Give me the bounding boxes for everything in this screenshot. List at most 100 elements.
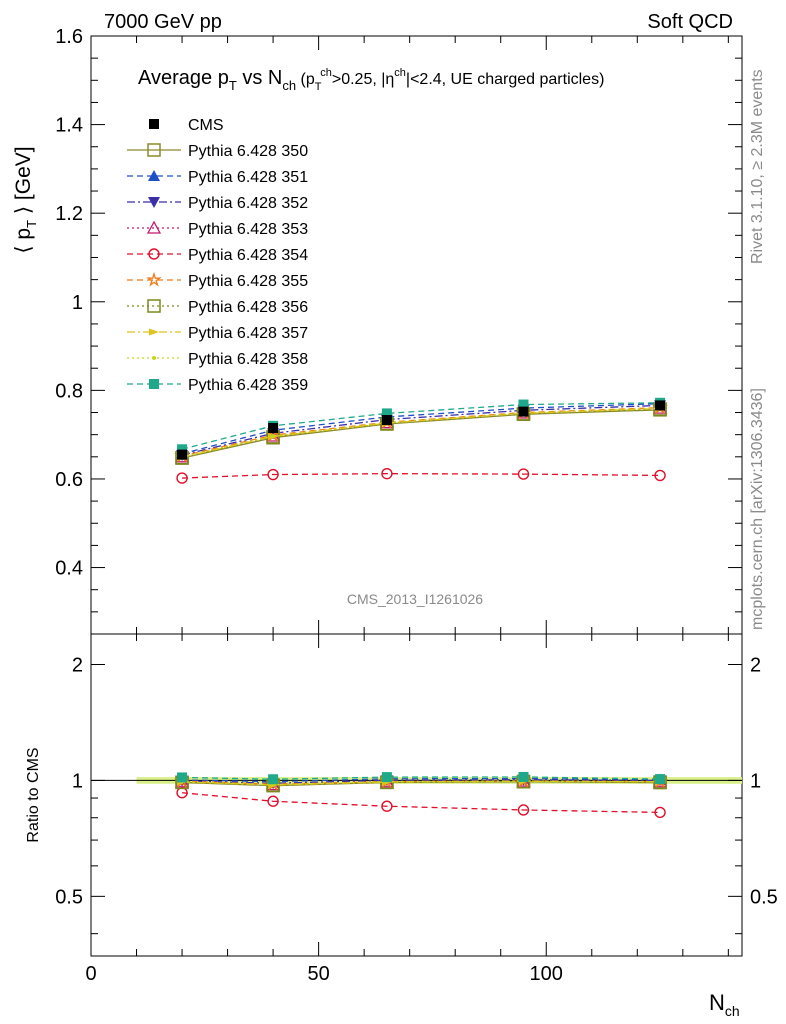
plot-title: Average pT vs Nch (pTch>0.25, |ηch|<2.4,… [138, 67, 604, 93]
series-line [182, 780, 661, 786]
data-point [268, 423, 279, 434]
svg-text:Nch: Nch [709, 990, 740, 1019]
data-point [267, 468, 279, 481]
data-point [149, 328, 159, 336]
legend-label: Pythia 6.428 351 [188, 169, 308, 186]
legend-entry: Pythia 6.428 358 [127, 351, 308, 368]
ratio-ylabel: Ratio to CMS [25, 747, 42, 842]
ytick-label: 1 [72, 770, 83, 792]
series-line [181, 792, 661, 814]
ytick-label: 0.6 [55, 469, 83, 491]
main-axis-ticks [90, 35, 742, 634]
main-ylabel: ⟨ pT ⟩ [GeV] [12, 146, 39, 253]
data-point [381, 467, 393, 480]
rivet-label: Rivet 3.1.10, ≥ 2.3M events [749, 69, 766, 264]
series [177, 400, 666, 460]
data-point [655, 400, 666, 411]
data-point [381, 408, 392, 419]
xtick-label: 0 [85, 963, 96, 985]
xlabel: Nch [709, 990, 740, 1019]
legend-entry: Pythia 6.428 359 [127, 377, 308, 394]
svg-text:⟨ pT ⟩ [GeV]: ⟨ pT ⟩ [GeV] [12, 146, 39, 253]
data-point [148, 248, 160, 260]
ytick-label-right: 1 [750, 770, 761, 792]
data-point [177, 772, 188, 783]
legend-label: Pythia 6.428 358 [188, 351, 308, 368]
data-point [381, 772, 392, 783]
series [175, 403, 667, 465]
data-point [518, 406, 529, 417]
data-point [146, 220, 162, 234]
legend-entry: Pythia 6.428 355 [127, 271, 308, 290]
series-line [182, 472, 661, 479]
data-point [149, 119, 159, 129]
ytick-label: 0.5 [55, 886, 83, 908]
data-point [518, 399, 529, 410]
series-line [181, 407, 661, 458]
ytick-label-right: 2 [750, 654, 761, 676]
data-point [654, 469, 666, 482]
legend-label: Pythia 6.428 350 [188, 143, 308, 160]
data-point [146, 271, 162, 287]
ytick-label-right: 0.5 [750, 886, 778, 908]
main-series-group [174, 397, 668, 484]
data-point [152, 356, 156, 360]
legend-entry: Pythia 6.428 350 [127, 143, 308, 160]
ytick-label: 2 [72, 654, 83, 676]
header-right: Soft QCD [647, 11, 733, 33]
data-point [271, 433, 276, 438]
ratio-axis-ticks [90, 634, 742, 956]
legend-label: Pythia 6.428 354 [188, 247, 308, 264]
ytick-label: 0.4 [55, 558, 83, 580]
data-point [517, 804, 530, 816]
legend-entry: Pythia 6.428 357 [127, 325, 308, 342]
series-line [181, 407, 661, 458]
ytick-label: 1.4 [55, 115, 83, 137]
analysis-id: CMS_2013_I1261026 [347, 591, 483, 607]
ratio-series-group [174, 771, 668, 819]
ratio-series [176, 787, 666, 819]
data-point [147, 299, 161, 313]
xtick-label: 100 [530, 963, 563, 985]
series [176, 467, 666, 484]
legend-label: Pythia 6.428 356 [188, 299, 308, 316]
series [177, 405, 666, 461]
data-point [517, 468, 530, 480]
series-line [181, 403, 661, 455]
data-point [177, 444, 188, 455]
ytick-label: 1.2 [55, 203, 83, 225]
data-point [149, 379, 159, 389]
svg-text:Average pT vs Nch (pTch>0.25,: Average pT vs Nch (pTch>0.25, |ηch|<2.4,… [138, 67, 604, 93]
mcplots-label: mcplots.cern.ch [arXiv:1306.3436] [749, 388, 766, 630]
header-left: 7000 GeV pp [104, 11, 222, 33]
legend-label: Pythia 6.428 355 [188, 273, 308, 290]
data-point [655, 774, 666, 785]
ratio-ytick-labels: 0.5 0.5 1 1 2 2 [55, 654, 778, 908]
data-point [381, 415, 392, 426]
legend-label: Pythia 6.428 352 [188, 195, 308, 212]
legend-entry: Pythia 6.428 352 [127, 195, 308, 212]
data-point [148, 197, 160, 208]
data-point [381, 800, 393, 812]
series [176, 397, 667, 459]
ytick-label: 1.6 [55, 26, 83, 48]
data-point [267, 795, 279, 807]
data-point [518, 771, 529, 782]
legend-entry: Pythia 6.428 356 [127, 299, 308, 316]
legend-entry: Pythia 6.428 351 [127, 169, 308, 186]
legend-label: Pythia 6.428 357 [188, 325, 308, 342]
data-point [176, 472, 188, 484]
ytick-label: 0.8 [55, 380, 83, 402]
xtick-label: 50 [307, 963, 329, 985]
main-ytick-labels: 0.4 0.6 0.8 1 1.2 1.4 1.6 [55, 26, 83, 580]
data-point [147, 143, 161, 157]
data-point [268, 774, 279, 785]
legend: CMS Pythia 6.428 350 Pythia 6.428 351 Pythi… [127, 117, 308, 394]
legend-entry: CMS [149, 117, 224, 134]
series-line [181, 402, 661, 450]
legend-label: Pythia 6.428 353 [188, 221, 308, 238]
legend-label: CMS [188, 117, 224, 134]
data-point [654, 806, 666, 819]
ratio-series [177, 771, 666, 785]
